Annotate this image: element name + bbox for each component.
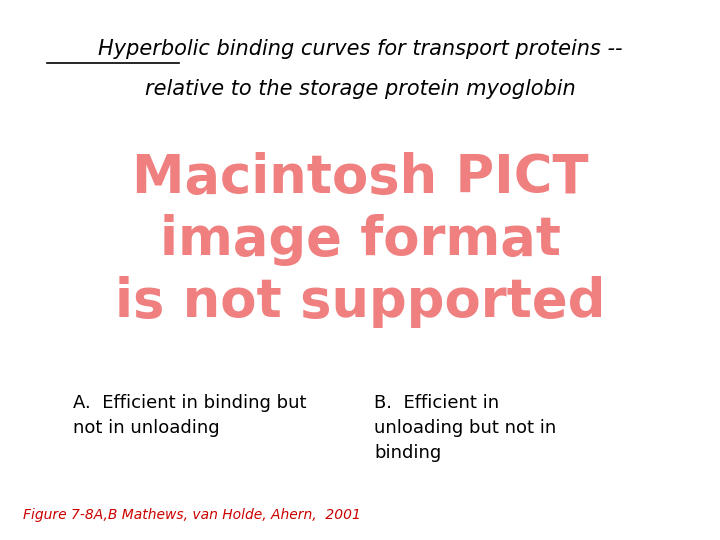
Text: Hyperbolic binding curves for transport proteins --: Hyperbolic binding curves for transport … bbox=[98, 39, 622, 59]
Text: Macintosh PICT
image format
is not supported: Macintosh PICT image format is not suppo… bbox=[114, 152, 606, 328]
Text: relative to the storage protein myoglobin: relative to the storage protein myoglobi… bbox=[145, 79, 575, 99]
Text: Figure 7-8A,B Mathews, van Holde, Ahern,  2001: Figure 7-8A,B Mathews, van Holde, Ahern,… bbox=[23, 509, 361, 523]
Text: A.  Efficient in binding but
not in unloading: A. Efficient in binding but not in unloa… bbox=[73, 394, 307, 436]
Text: B.  Efficient in
unloading but not in
binding: B. Efficient in unloading but not in bin… bbox=[374, 394, 557, 462]
